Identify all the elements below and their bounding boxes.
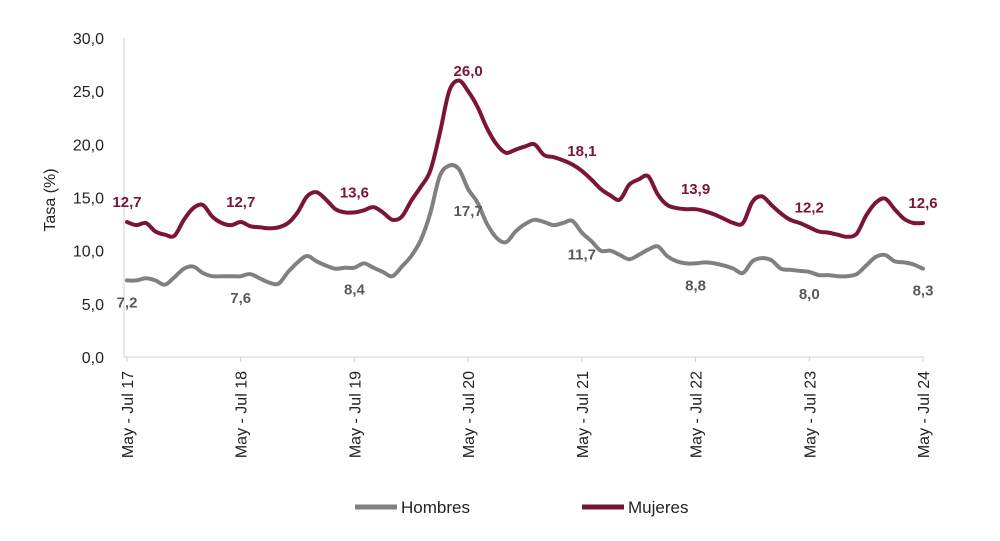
data-label-hombres: 8,3	[913, 283, 934, 300]
data-label-hombres: 8,8	[685, 277, 706, 294]
legend-label-mujeres: Mujeres	[628, 498, 688, 517]
y-tick-label: 20,0	[73, 137, 104, 154]
x-tick-label: May - Jul 23	[802, 371, 819, 458]
x-tick-label: May - Jul 20	[461, 371, 478, 458]
y-axis-title: Tasa (%)	[42, 168, 59, 231]
data-label-hombres: 8,4	[344, 282, 366, 299]
legend: Hombres Mujeres	[355, 498, 688, 517]
x-tick-label: May - Jul 21	[575, 371, 592, 458]
legend-label-hombres: Hombres	[401, 498, 470, 517]
data-label-hombres: 7,6	[230, 290, 251, 307]
data-label-hombres: 11,7	[568, 247, 596, 264]
data-label-mujeres: 12,2	[795, 199, 824, 216]
data-label-mujeres: 13,6	[340, 184, 369, 201]
data-label-mujeres: 12,7	[112, 194, 141, 211]
data-label-hombres: 17,7	[454, 203, 483, 220]
x-axis: May - Jul 17 May - Jul 18 May - Jul 19 May …	[120, 356, 933, 458]
data-label-mujeres: 12,6	[908, 195, 937, 212]
y-axis: 0,0 5,0 10,0 15,0 20,0 25,0 30,0	[73, 31, 125, 367]
x-tick-label: May - Jul 19	[347, 371, 364, 458]
data-labels: 7,2 7,6 8,4 17,7 11,7 8,8 8,0 8,3 12,7 12,7 13,6 26…	[112, 63, 937, 311]
series-line-hombres	[125, 163, 925, 287]
data-label-mujeres: 13,9	[681, 181, 710, 198]
x-tick-label: May - Jul 24	[916, 371, 933, 458]
series-line-mujeres	[125, 78, 925, 239]
x-tick-label: May - Jul 18	[234, 371, 251, 458]
y-tick-label: 10,0	[73, 244, 104, 261]
data-label-hombres: 7,2	[117, 294, 138, 311]
x-tick-label: May - Jul 22	[689, 371, 706, 458]
y-tick-label: 25,0	[73, 84, 104, 101]
y-tick-label: 5,0	[82, 297, 104, 314]
data-label-hombres: 8,0	[799, 286, 820, 303]
series-layer	[125, 78, 925, 287]
data-label-mujeres: 26,0	[454, 63, 483, 80]
x-tick-label: May - Jul 17	[120, 371, 137, 458]
y-tick-label: 30,0	[73, 31, 104, 48]
data-label-mujeres: 18,1	[567, 143, 596, 160]
data-label-mujeres: 12,7	[226, 194, 255, 211]
y-tick-label: 0,0	[82, 350, 104, 367]
y-tick-label: 15,0	[73, 191, 104, 208]
